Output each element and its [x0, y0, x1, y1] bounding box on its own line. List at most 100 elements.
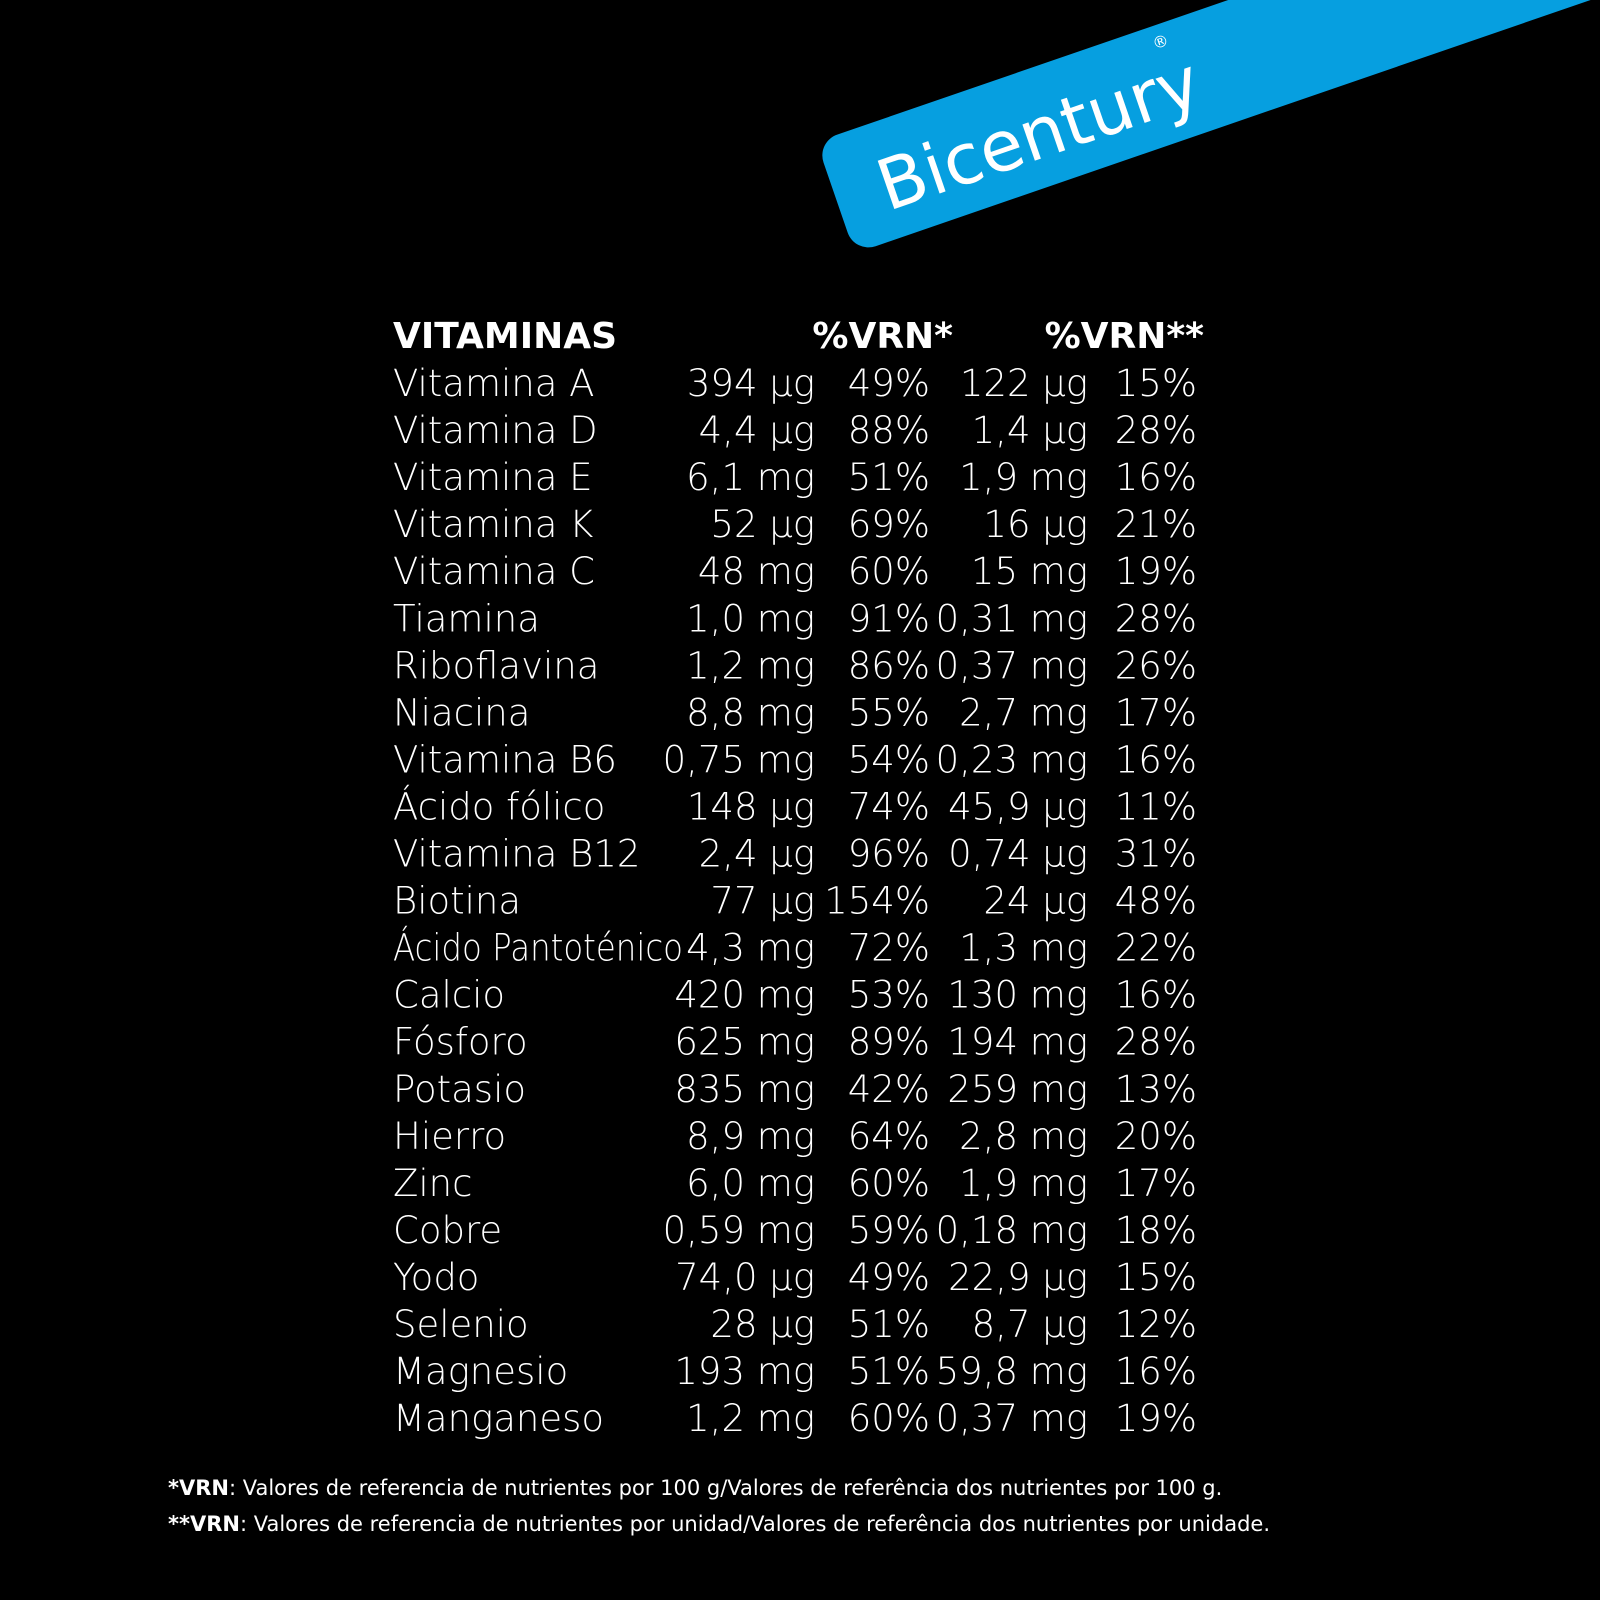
- table-cell: 54%: [848, 738, 930, 781]
- footnote: **VRN: Valores de referencia de nutrient…: [168, 1512, 1270, 1536]
- brand-mark: ®: [1150, 30, 1171, 53]
- table-row: Biotina 77 µg 154% 24 µg 48%: [393, 880, 1197, 923]
- table-cell: Vitamina A: [393, 362, 594, 405]
- table-cell: 96%: [848, 833, 930, 876]
- table-cell: 1,2 mg: [686, 644, 815, 687]
- footnote-text: : Valores de referencia de nutrientes po…: [229, 1476, 1222, 1500]
- table-cell: 148 µg: [687, 785, 815, 828]
- table-cell: 60%: [848, 1162, 930, 1205]
- table-row: Tiamina 1,0 mg 91% 0,31 mg 28%: [393, 597, 1197, 640]
- table-cell: 52 µg: [710, 503, 815, 546]
- table-cell: 2,4 µg: [699, 833, 815, 876]
- table-cell: 20%: [1115, 1115, 1197, 1158]
- table-cell: Ácido fólico: [393, 784, 605, 828]
- table-row: Riboflavina 1,2 mg 86% 0,37 mg 26%: [393, 644, 1197, 687]
- table-cell: 0,23 mg: [936, 738, 1088, 781]
- table-cell: 91%: [848, 597, 930, 640]
- table-row: Zinc 6,0 mg 60% 1,9 mg 17%: [393, 1162, 1197, 1205]
- table-cell: Hierro: [393, 1115, 506, 1158]
- table-cell: 15%: [1115, 362, 1197, 405]
- nutrition-table: VITAMINAS %VRN* %VRN** Vitamina A 394 µg 49% 1…: [393, 316, 1204, 1440]
- table-row: Yodo 74,0 µg 49% 22,9 µg 15%: [393, 1256, 1197, 1299]
- table-cell: 51%: [848, 456, 930, 499]
- table-row: Hierro 8,9 mg 64% 2,8 mg 20%: [393, 1115, 1197, 1158]
- table-cell: 0,75 mg: [663, 738, 815, 781]
- table-cell: 1,0 mg: [686, 597, 815, 640]
- table-cell: 4,3 mg: [686, 927, 815, 970]
- table-row: Vitamina B6 0,75 mg 54% 0,23 mg 16%: [393, 738, 1197, 781]
- table-cell: Tiamina: [393, 597, 540, 640]
- table-cell: 55%: [848, 691, 930, 734]
- table-row: Vitamina C 48 mg 60% 15 mg 19%: [393, 550, 1197, 593]
- table-row: Potasio 835 mg 42% 259 mg 13%: [393, 1068, 1197, 1111]
- table-cell: 42%: [848, 1068, 930, 1111]
- table-cell: Vitamina B6: [393, 738, 617, 781]
- table-row: Vitamina K 52 µg 69% 16 µg 21%: [393, 503, 1197, 546]
- table-cell: Cobre: [393, 1209, 502, 1252]
- table-row: Manganeso 1,2 mg 60% 0,37 mg 19%: [393, 1397, 1197, 1440]
- table-cell: Manganeso: [393, 1397, 604, 1440]
- table-row: Selenio 28 µg 51% 8,7 µg 12%: [393, 1303, 1197, 1346]
- table-cell: 48 mg: [698, 550, 815, 593]
- table-cell: 45,9 µg: [948, 785, 1088, 828]
- table-cell: Calcio: [393, 974, 505, 1017]
- table-cell: 48%: [1115, 880, 1197, 923]
- table-cell: 13%: [1115, 1068, 1197, 1111]
- table-cell: 16%: [1115, 1350, 1197, 1393]
- table-cell: 28 µg: [710, 1303, 815, 1346]
- table-cell: 72%: [848, 927, 930, 970]
- table-cell: 53%: [848, 974, 930, 1017]
- table-cell: Vitamina D: [393, 409, 598, 452]
- table-cell: 51%: [848, 1303, 930, 1346]
- table-cell: Magnesio: [393, 1350, 568, 1393]
- table-cell: 194 mg: [947, 1021, 1088, 1064]
- table-cell: 28%: [1115, 597, 1197, 640]
- table-cell: 8,9 mg: [686, 1115, 815, 1158]
- table-row: Calcio 420 mg 53% 130 mg 16%: [393, 974, 1197, 1017]
- table-cell: 8,8 mg: [686, 691, 815, 734]
- table-cell: 1,9 mg: [959, 1162, 1088, 1205]
- table-cell: 21%: [1115, 503, 1197, 546]
- table-cell: 15%: [1115, 1256, 1197, 1299]
- footnote: *VRN: Valores de referencia de nutriente…: [168, 1476, 1222, 1500]
- table-cell: 0,18 mg: [936, 1209, 1088, 1252]
- table-cell: 16%: [1115, 974, 1197, 1017]
- table-cell: 1,2 mg: [686, 1397, 815, 1440]
- table-cell: 16%: [1115, 456, 1197, 499]
- table-cell: 2,7 mg: [959, 691, 1088, 734]
- table-cell: 17%: [1115, 691, 1197, 734]
- table-cell: 49%: [848, 362, 930, 405]
- table-cell: 193 mg: [674, 1350, 815, 1393]
- footnote-text: : Valores de referencia de nutrientes po…: [240, 1512, 1270, 1536]
- table-cell: 89%: [848, 1021, 930, 1064]
- table-cell: Fósforo: [393, 1021, 528, 1064]
- table-cell: Niacina: [393, 691, 530, 734]
- table-cell: 26%: [1115, 644, 1197, 687]
- table-cell: 69%: [848, 503, 930, 546]
- table-cell: 22,9 µg: [948, 1256, 1088, 1299]
- table-cell: 16 µg: [983, 503, 1088, 546]
- table-cell: 835 mg: [674, 1068, 815, 1111]
- table-cell: 64%: [848, 1115, 930, 1158]
- table-cell: 74,0 µg: [675, 1256, 815, 1299]
- table-cell: 2,8 mg: [959, 1115, 1088, 1158]
- table-cell: 74%: [848, 785, 930, 828]
- table-cell: 11%: [1115, 785, 1197, 828]
- table-cell: 28%: [1115, 1021, 1197, 1064]
- table-cell: 88%: [848, 409, 930, 452]
- footnotes: *VRN: Valores de referencia de nutriente…: [168, 1476, 1270, 1536]
- table-cell: 19%: [1115, 1397, 1197, 1440]
- table-row: Vitamina A 394 µg 49% 122 µg 15%: [393, 362, 1197, 405]
- table-cell: 625 mg: [674, 1021, 815, 1064]
- table-cell: Selenio: [393, 1303, 529, 1346]
- header-cell: VITAMINAS: [393, 316, 617, 357]
- table-cell: Vitamina B12: [393, 833, 640, 876]
- table-cell: 1,4 µg: [972, 409, 1088, 452]
- table-cell: 130 mg: [947, 974, 1088, 1017]
- table-row: Ácido fólico 148 µg 74% 45,9 µg 11%: [393, 784, 1197, 828]
- table-cell: 8,7 µg: [972, 1303, 1088, 1346]
- table-cell: 4,4 µg: [699, 409, 815, 452]
